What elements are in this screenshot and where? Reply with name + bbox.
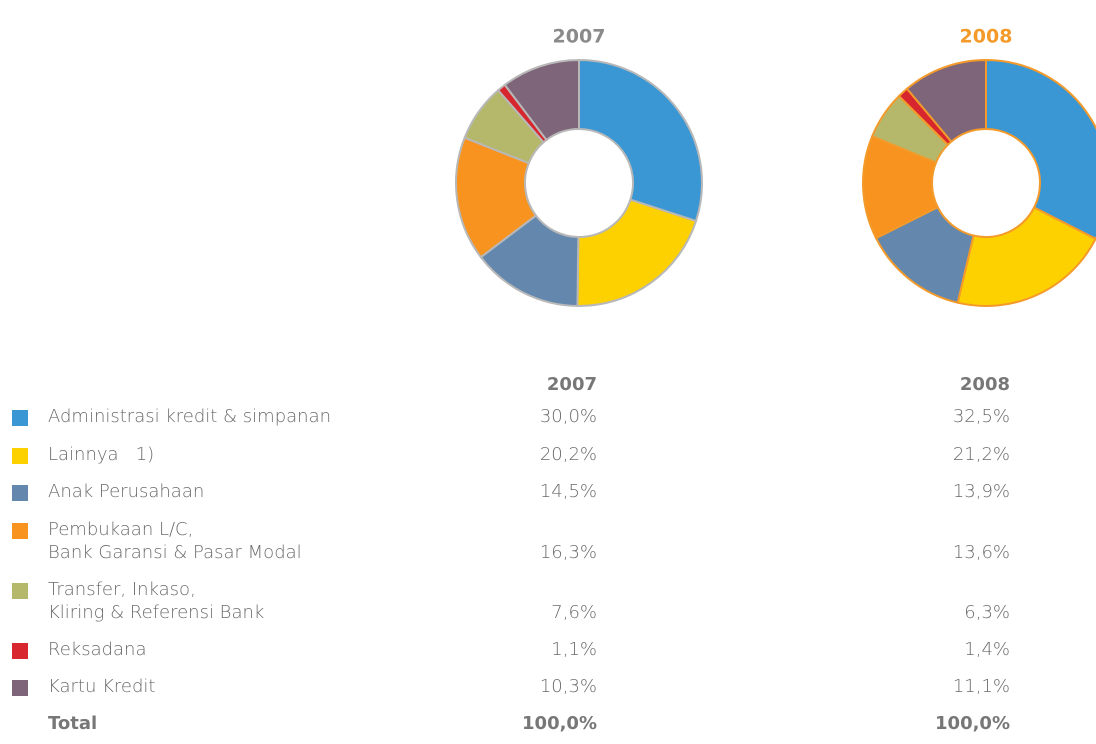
value-label: 20,2%: [539, 444, 597, 465]
value-label: 1,4%: [964, 639, 1010, 660]
value-label: 10,3%: [539, 676, 597, 697]
legend-swatch: [12, 583, 28, 599]
legend-swatch: [12, 643, 28, 659]
table-row: Transfer, Inkaso, Kliring & Referensi Ba…: [12, 578, 1012, 624]
donut-slice: [905, 58, 987, 144]
legend-label: Anak Perusahaan: [48, 481, 205, 502]
table-row: Lainnya 1) 20,2% 21,2%: [12, 443, 1012, 466]
value-label: 11,1%: [952, 676, 1010, 697]
donut-slice: [576, 198, 698, 307]
value-label: 13,6%: [952, 542, 1010, 563]
table-row: Pembukaan L/C, Bank Garansi & Pasar Moda…: [12, 518, 1012, 564]
legend-swatch: [12, 680, 28, 696]
column-header: 2007: [546, 374, 597, 395]
chart-title: 2007: [553, 26, 606, 48]
value-label: 32,5%: [952, 406, 1010, 427]
value-label: 7,6%: [551, 602, 597, 623]
legend-label: Lainnya 1): [48, 444, 155, 465]
chart-title: 2008: [960, 26, 1013, 48]
donut-slice: [578, 58, 703, 223]
legend-label: Administrasi kredit & simpanan: [48, 406, 332, 427]
value-label: 30,0%: [539, 406, 597, 427]
legend-swatch: [12, 410, 28, 426]
legend-swatch: [12, 523, 28, 539]
total-value: 100,0%: [522, 713, 597, 734]
table-row: Reksadana 1,1% 1,4%: [12, 638, 1012, 661]
donut-slice: [985, 58, 1096, 241]
total-row: Total 100,0% 100,0%: [12, 712, 1012, 735]
value-label: 14,5%: [539, 481, 597, 502]
table-header: 2007 2008: [12, 370, 1012, 396]
legend-swatch: [12, 485, 28, 501]
value-label: 13,9%: [952, 481, 1010, 502]
table-row: Administrasi kredit & simpanan 30,0% 32,5%: [12, 405, 1012, 428]
legend-label: Transfer, Inkaso, Kliring & Referensi Ba…: [48, 579, 265, 623]
table-row: Kartu Kredit 10,3% 11,1%: [12, 675, 1012, 698]
legend-label: Reksadana: [48, 639, 147, 660]
legend-label: Kartu Kredit: [48, 676, 156, 697]
donut-slice: [503, 58, 580, 142]
value-label: 6,3%: [964, 602, 1010, 623]
column-header: 2008: [959, 374, 1010, 395]
total-label: Total: [48, 713, 98, 734]
value-label: 1,1%: [551, 639, 597, 660]
value-label: 16,3%: [539, 542, 597, 563]
legend-swatch: [12, 448, 28, 464]
table-row: Anak Perusahaan 14,5% 13,9%: [12, 480, 1012, 503]
total-value: 100,0%: [935, 713, 1010, 734]
legend-label: Pembukaan L/C, Bank Garansi & Pasar Moda…: [48, 519, 302, 563]
value-label: 21,2%: [952, 444, 1010, 465]
donut-slice: [956, 206, 1096, 307]
